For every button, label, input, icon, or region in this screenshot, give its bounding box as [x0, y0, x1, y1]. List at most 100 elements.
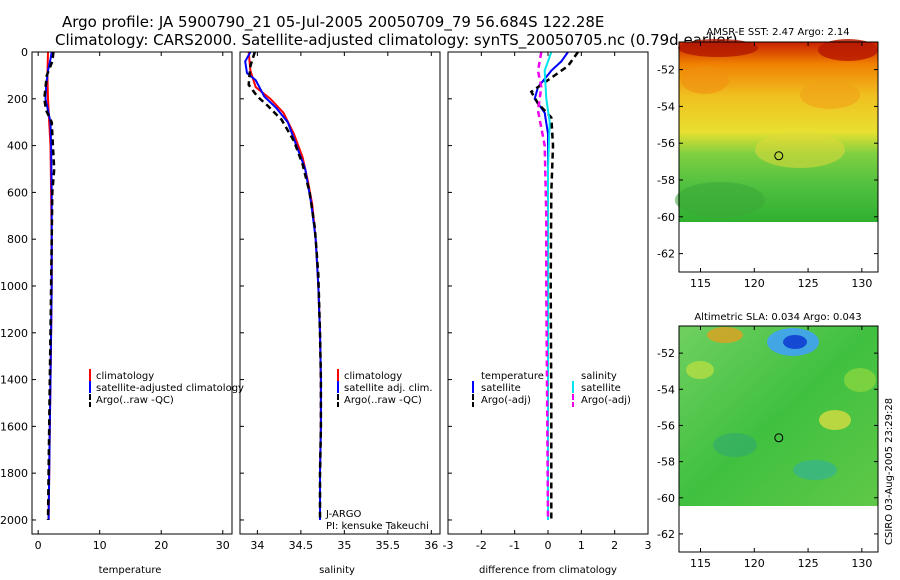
y-tick-label: 1000 — [0, 280, 28, 293]
diff-legend-temperature: temperature — [481, 371, 544, 382]
x-tick-label: 35.5 — [376, 539, 401, 552]
map-x-tick-label: 120 — [744, 557, 765, 570]
sst-map-title: AMSR-E SST: 2.47 Argo: 2.14 — [706, 27, 849, 38]
sal-legend-swatch-satellite — [337, 381, 339, 393]
diff-legend-swatch-temp-argo — [472, 394, 474, 400]
legend-swatch-argo — [89, 394, 91, 400]
diff-legend-sal-satellite: satellite — [581, 383, 621, 394]
float-pi: PI: kensuke Takeuchi — [326, 521, 429, 532]
sst-mid-patch — [755, 132, 845, 168]
temperature-legend: climatology satellite-adjusted climatolo… — [89, 369, 244, 407]
map-y-tick-label: -62 — [657, 528, 675, 541]
diff-legend-swatch-sal-sat — [572, 381, 574, 393]
map-x-tick-label: 120 — [744, 277, 765, 290]
y-tick-label: 1800 — [0, 467, 28, 480]
sla-high-patch-3 — [819, 410, 851, 430]
y-tick-label: 600 — [7, 186, 28, 199]
salinity-panel: 34 34.5 35 35.5 36 salinity climatology sate… — [239, 51, 441, 576]
diff-legend-salinity: salinity — [581, 371, 617, 382]
map-x-tick-label: 130 — [851, 557, 872, 570]
sla-low-patch-3 — [793, 460, 837, 480]
sla-high-patch-1 — [707, 327, 743, 343]
legend-climatology: climatology — [96, 371, 154, 382]
salinity-x-label: salinity — [319, 565, 355, 576]
series-climatology — [247, 51, 322, 520]
sla-map-panel: Altimetric SLA: 0.034 Argo: 0.043 115 120… — [657, 312, 879, 570]
temperature-panel: 0 200 400 600 800 1000 1200 1400 1600 1800 2000 0 1… — [0, 46, 244, 576]
x-tick-label: 0 — [545, 539, 552, 552]
sal-legend-satellite: satellite adj. clim. — [344, 383, 433, 394]
sla-high-patch-4 — [844, 368, 876, 392]
sla-map-frame — [678, 325, 879, 553]
map-y-tick-label: -58 — [657, 174, 675, 187]
sla-map-title: Altimetric SLA: 0.034 Argo: 0.043 — [694, 312, 861, 323]
sla-map-axes: 115 120 125 130 -52 -54 -56 -58 -60 -62 — [657, 326, 878, 570]
sal-legend-swatch-argo-2 — [337, 402, 339, 407]
y-tick-label: 400 — [7, 140, 28, 153]
temperature-plot-frame — [31, 51, 233, 535]
x-tick-label: 10 — [93, 539, 107, 552]
temperature-x-axis: 0 10 20 30 — [35, 52, 230, 552]
temperature-x-label: temperature — [99, 565, 162, 576]
csiro-credit: CSIRO 03-Aug-2005 23:29:28 — [884, 398, 895, 545]
sal-legend-swatch-argo — [337, 394, 339, 400]
diff-legend-swatch-temp-argo-2 — [472, 402, 474, 407]
title-line-2: Climatology: CARS2000. Satellite-adjuste… — [55, 31, 738, 50]
difference-series — [529, 51, 580, 521]
sst-texture — [675, 39, 878, 218]
x-tick-label: -1 — [509, 539, 520, 552]
map-x-tick-label: 130 — [851, 277, 872, 290]
y-tick-label: 1400 — [0, 374, 28, 387]
y-tick-label: 2000 — [0, 514, 28, 527]
x-tick-label: 0 — [35, 539, 42, 552]
y-tick-label: 0 — [21, 46, 28, 59]
x-tick-label: 35 — [337, 539, 351, 552]
map-y-tick-label: -54 — [657, 100, 675, 113]
y-tick-label: 200 — [7, 93, 28, 106]
difference-panel: -3 -2 -1 0 1 2 3 difference from climatology t… — [443, 51, 652, 576]
x-tick-label: 3 — [645, 539, 652, 552]
float-program: J-ARGO — [325, 509, 362, 520]
legend-swatch-argo-2 — [89, 402, 91, 407]
sla-low-patch-2 — [713, 433, 757, 457]
sst-warm-patch-3 — [681, 66, 729, 94]
sst-map-panel: AMSR-E SST: 2.47 Argo: 2.14 115 120 125 130… — [657, 27, 879, 290]
diff-legend-swatch-sal-argo — [572, 394, 574, 400]
x-tick-label: -3 — [443, 539, 454, 552]
map-y-tick-label: -58 — [657, 456, 675, 469]
legend-argo: Argo(..raw -QC) — [96, 395, 174, 406]
legend-swatch-satellite — [89, 381, 91, 393]
sla-low-core — [783, 335, 807, 349]
y-tick-label: 800 — [7, 233, 28, 246]
salinity-plot-frame — [239, 51, 441, 535]
sal-legend-swatch-climatology — [337, 369, 339, 381]
salinity-x-axis: 34 34.5 35 35.5 36 — [240, 51, 438, 552]
map-x-tick-label: 115 — [690, 277, 711, 290]
x-tick-label: 1 — [578, 539, 585, 552]
x-tick-label: 30 — [216, 539, 230, 552]
x-tick-label: 34.5 — [289, 539, 314, 552]
difference-legend-temperature: temperature satellite Argo(-adj) — [472, 371, 544, 407]
sst-warm-patch-4 — [800, 81, 860, 109]
diff-legend-temp-satellite: satellite — [481, 383, 521, 394]
series-temperature-argo-adj- — [529, 51, 580, 520]
sst-map-axes: 115 120 125 130 -52 -54 -56 -58 -60 -62 — [657, 42, 878, 290]
diff-legend-temp-argo: Argo(-adj) — [481, 395, 531, 406]
y-tick-label: 1200 — [0, 327, 28, 340]
map-x-tick-label: 125 — [798, 277, 819, 290]
difference-plot-frame — [447, 51, 649, 535]
diff-legend-swatch-temp-sat — [472, 381, 474, 393]
series-argo-raw-qc- — [247, 51, 323, 520]
sla-texture — [686, 327, 876, 480]
map-y-tick-label: -56 — [657, 419, 675, 432]
diff-legend-swatch-sal-argo-2 — [572, 402, 574, 407]
x-tick-label: 20 — [154, 539, 168, 552]
y-tick-label: 1600 — [0, 420, 28, 433]
sla-argo-marker — [774, 433, 784, 443]
legend-satellite-adjusted: satellite-adjusted climatology — [96, 383, 244, 394]
sal-legend-argo: Argo(..raw -QC) — [344, 395, 422, 406]
map-y-tick-label: -62 — [657, 248, 675, 261]
difference-legend-salinity: salinity satellite Argo(-adj) — [572, 371, 631, 407]
sst-argo-marker — [774, 151, 784, 161]
